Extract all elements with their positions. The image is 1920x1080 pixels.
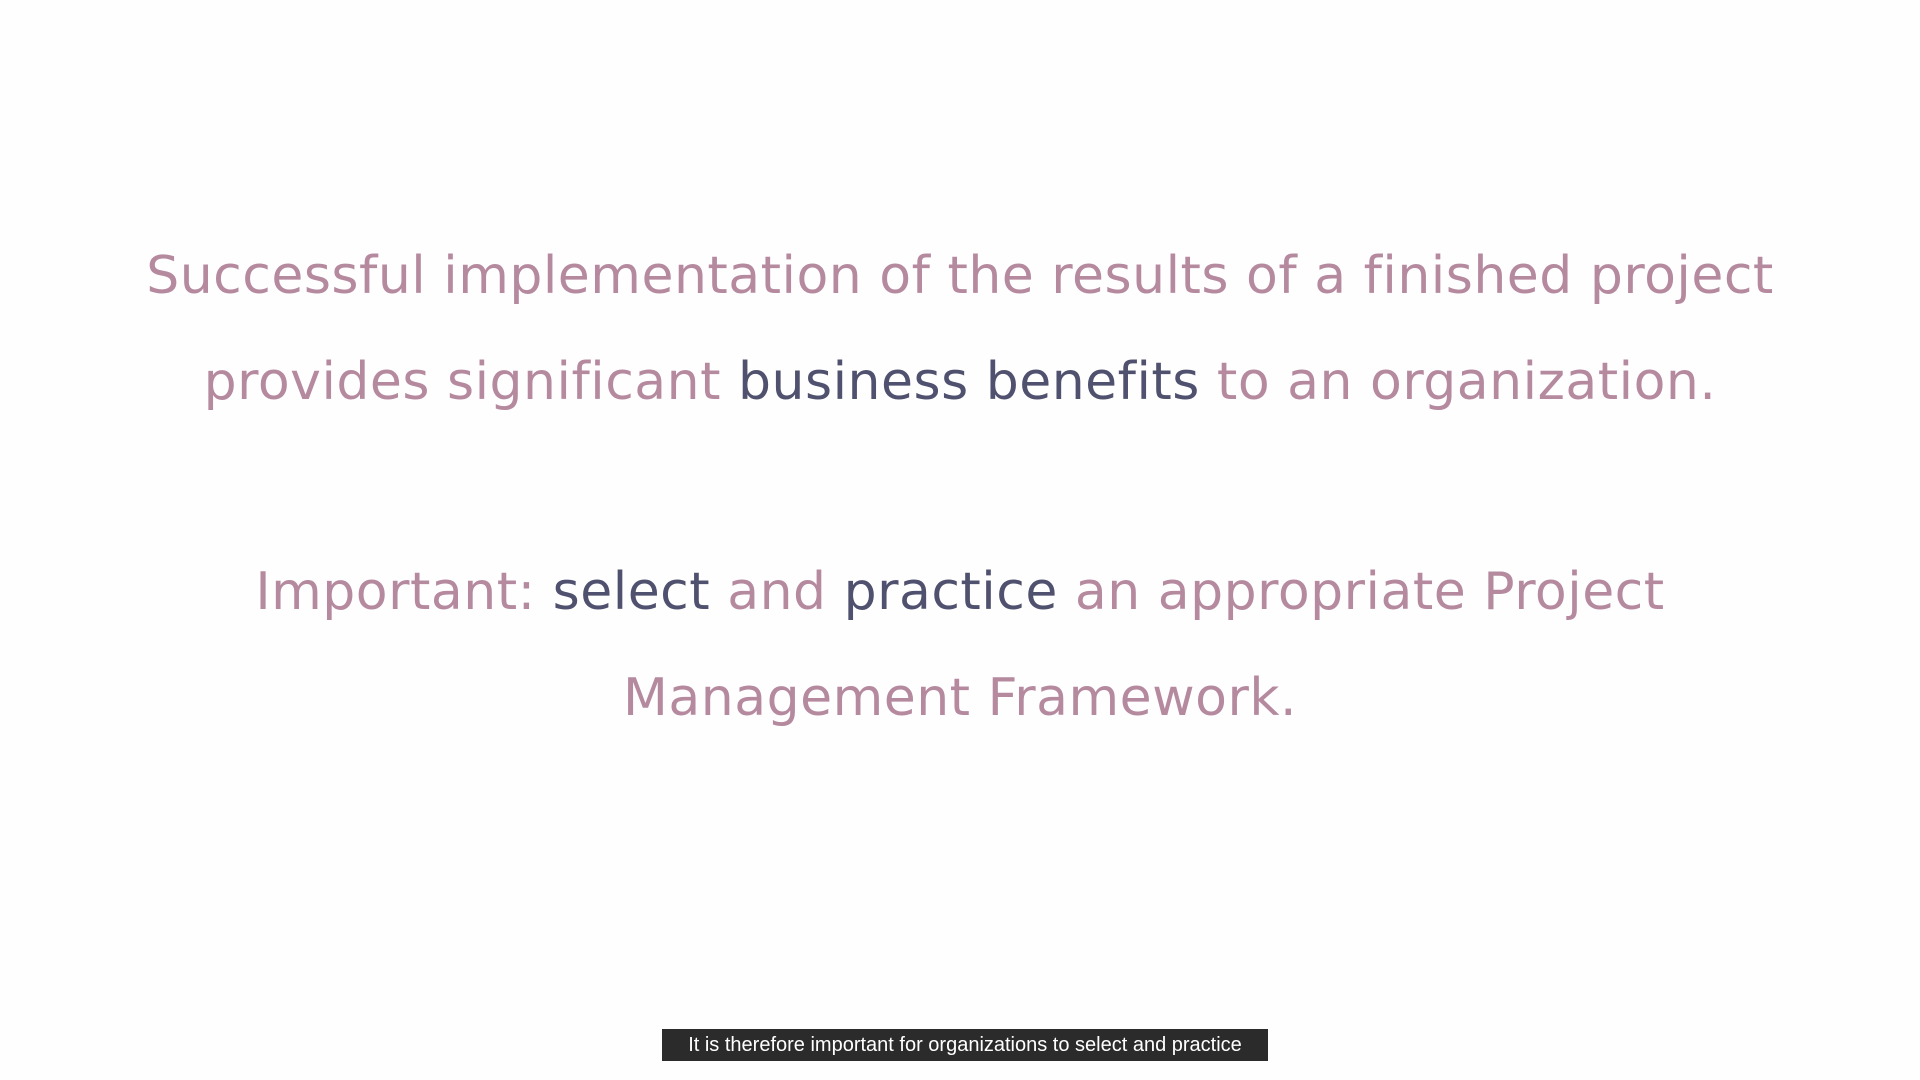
slide-line-3-text-start: Important: <box>255 562 553 622</box>
highlight-business-benefits: business benefits <box>738 352 1200 412</box>
subtitle-caption-text: It is therefore important for organizati… <box>688 1034 1242 1056</box>
highlight-practice: practice <box>843 562 1058 622</box>
subtitle-caption: It is therefore important for organizati… <box>662 1029 1268 1061</box>
slide-line-3: Important: select and practice an approp… <box>0 552 1920 632</box>
slide-line-4-text: Management Framework. <box>623 668 1297 728</box>
slide-line-2-text-start: provides significant <box>203 352 739 412</box>
slide-line-3-text-end: an appropriate Project <box>1057 562 1665 622</box>
highlight-select: select <box>552 562 711 622</box>
slide-line-2-text-end: to an organization. <box>1199 352 1717 412</box>
slide-line-1-text: Successful implementation of the results… <box>146 246 1774 306</box>
slide-line-3-text-middle: and <box>710 562 844 622</box>
slide-line-1: Successful implementation of the results… <box>0 236 1920 316</box>
slide-line-4: Management Framework. <box>0 658 1920 738</box>
slide-line-2: provides significant business benefits t… <box>0 342 1920 422</box>
